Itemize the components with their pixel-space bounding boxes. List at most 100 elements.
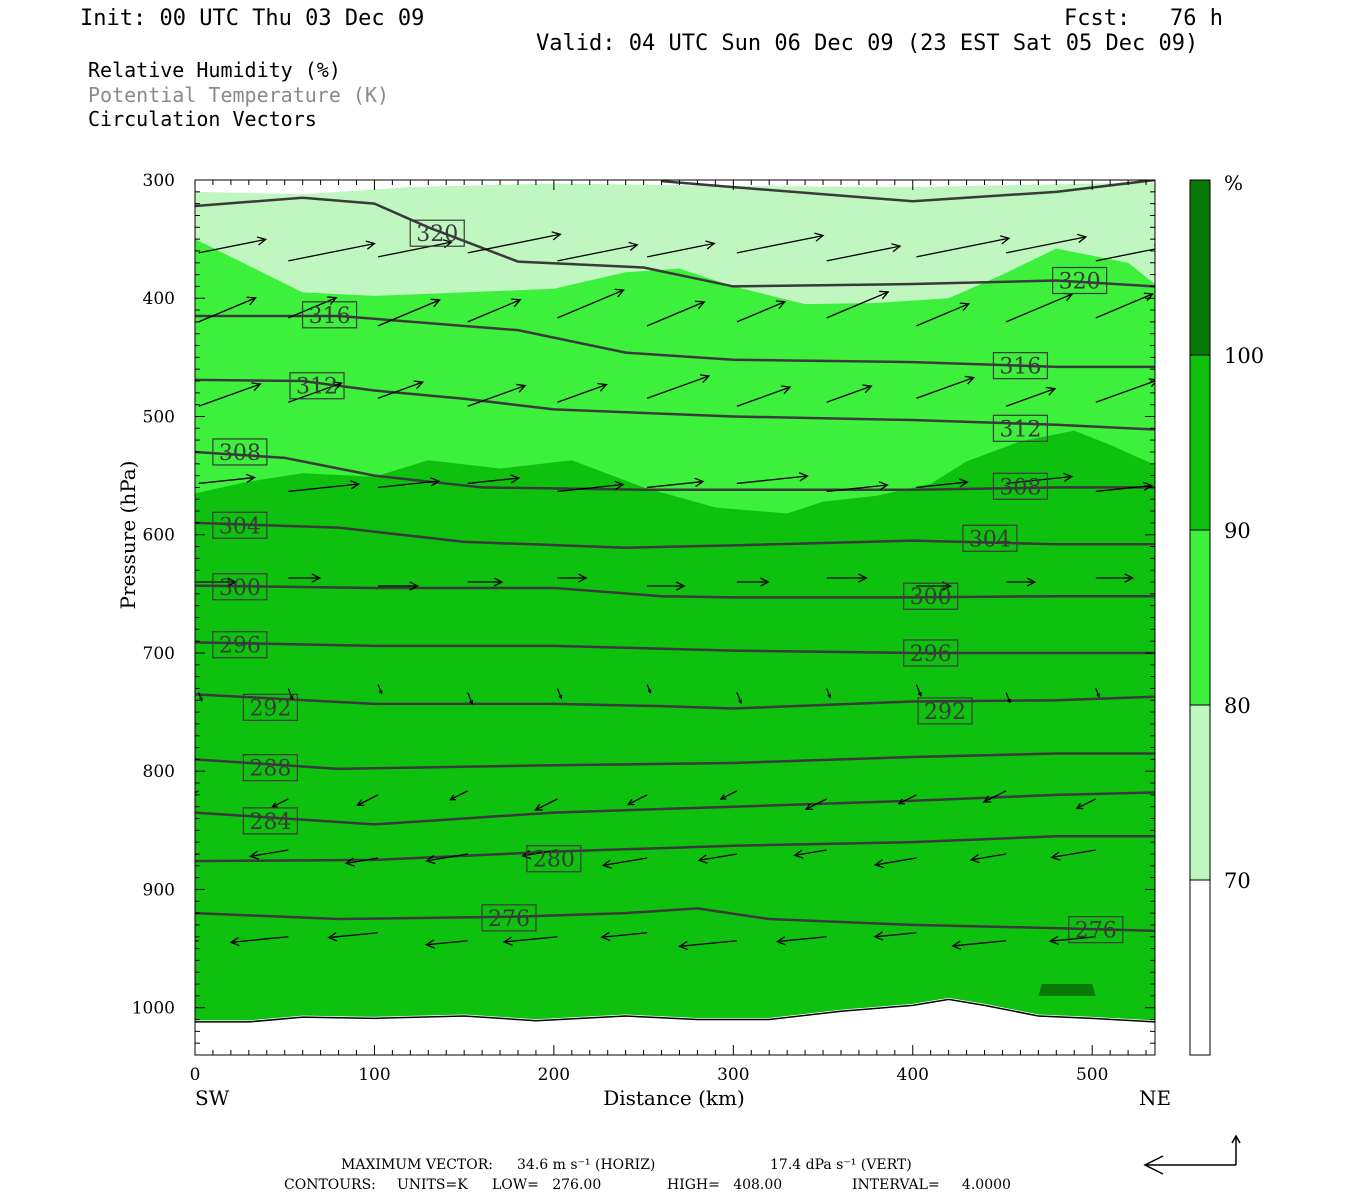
circulation-vector	[377, 298, 441, 327]
circulation-vector	[736, 692, 742, 705]
y-tick-label: 1000	[132, 999, 175, 1019]
svg-text:300: 300	[910, 585, 952, 610]
contours-high: HIGH= 408.00	[667, 1177, 783, 1193]
svg-text:288: 288	[249, 757, 291, 782]
circulation-vector	[467, 577, 504, 587]
circulation-vector	[916, 375, 976, 399]
circulation-vector	[198, 236, 268, 254]
colorbar-label-100: 100	[1224, 344, 1264, 368]
plot-area: 320 320 316 316 312 312 308 308 304 304 300 300 296 2…	[195, 180, 1155, 1024]
init-time: Init: 00 UTC Thu 03 Dec 09	[80, 6, 425, 31]
contour-label-296: 296	[903, 639, 959, 667]
circulation-vector	[327, 932, 379, 942]
circulation-vector	[826, 290, 890, 319]
contour-label-300: 300	[212, 573, 268, 601]
contour-label-316: 316	[992, 352, 1049, 380]
svg-text:284: 284	[249, 810, 291, 835]
contour-label-304: 304	[212, 511, 268, 539]
circulation-vector	[1095, 573, 1135, 583]
max-vector-horiz: 34.6 m s⁻¹ (HORIZ)	[517, 1157, 656, 1173]
circulation-vector	[897, 794, 917, 805]
circulation-vector	[736, 472, 809, 485]
svg-text:276: 276	[488, 907, 530, 932]
ref-vector-horiz-head	[1143, 1155, 1164, 1175]
circulation-vector	[197, 692, 203, 702]
circulation-vector	[873, 931, 917, 941]
svg-text:296: 296	[910, 642, 952, 667]
svg-text:312: 312	[999, 417, 1041, 442]
colorbar-segment	[1189, 879, 1211, 1056]
contour-label-320: 320	[1052, 266, 1108, 295]
colorbar: 70 80 90 100%	[1189, 171, 1264, 1056]
circulation-vector	[195, 940, 199, 942]
theta-contour-320-11	[195, 196, 1155, 288]
circulation-vector	[915, 684, 922, 697]
circulation-vector	[467, 298, 522, 323]
svg-text:296: 296	[219, 634, 261, 659]
circulation-vector	[467, 383, 527, 407]
circulation-vector	[467, 692, 474, 705]
circulation-vector	[1075, 798, 1097, 810]
circulation-vector	[557, 480, 625, 493]
circulation-vector	[1050, 849, 1096, 861]
circulation-vector	[248, 849, 289, 860]
circulation-vector	[1095, 481, 1154, 493]
circulation-vector	[646, 374, 711, 399]
circulation-vector	[1005, 386, 1057, 407]
circulation-vector	[600, 931, 648, 942]
circulation-vector	[793, 849, 827, 859]
contours-units: UNITS=K	[397, 1177, 468, 1193]
circulation-vector	[557, 288, 625, 319]
svg-text:308: 308	[219, 441, 261, 466]
contour-label-280: 280	[526, 845, 582, 873]
x-tick-label: 100	[358, 1065, 390, 1085]
contour-label-284: 284	[242, 807, 298, 835]
theta-contour-280-1	[195, 835, 1155, 863]
svg-text:280: 280	[533, 848, 575, 873]
contour-label-304: 304	[962, 524, 1018, 552]
svg-text:292: 292	[924, 700, 966, 725]
circulation-vector	[557, 241, 639, 262]
x-tick-label: 300	[717, 1065, 749, 1085]
y-tick-label: 600	[143, 526, 175, 546]
circulation-vector	[271, 798, 289, 808]
y-tick-label: 400	[143, 289, 175, 309]
theta-contour-308-8	[195, 450, 1155, 492]
circulation-vector	[916, 478, 969, 489]
colorbar-segment	[1189, 179, 1211, 356]
svg-text:292: 292	[249, 696, 291, 721]
circulation-vector	[826, 384, 873, 403]
theta-contour-300-6	[195, 584, 1155, 599]
circulation-vector	[826, 688, 832, 699]
circulation-vector	[229, 936, 289, 947]
circulation-vector	[378, 581, 420, 591]
contour-label-288: 288	[242, 754, 298, 782]
circulation-vector	[719, 790, 738, 800]
circulation-vector	[556, 688, 563, 700]
circulation-vector	[198, 473, 256, 485]
circulation-vector	[377, 477, 441, 489]
x-tick-label: 200	[538, 1065, 570, 1085]
colorbar-label-80: 80	[1224, 694, 1251, 718]
circulation-vector	[377, 684, 383, 695]
theta-contour-284-2	[195, 791, 1155, 826]
circulation-vector	[198, 577, 237, 587]
contour-label-316: 316	[301, 301, 358, 329]
circulation-vector	[198, 296, 257, 323]
legend-relative-humidity: Relative Humidity (%)	[88, 58, 341, 82]
circulation-vector	[288, 573, 322, 583]
axes: 300 400 500 600 700 800 900 1000 0 100 200 300 400 50…	[132, 171, 1155, 1085]
circulation-vector	[356, 794, 379, 806]
y-axis-label: Pressure (hPa)	[116, 461, 140, 610]
contours-low: LOW= 276.00	[492, 1177, 602, 1193]
x-tick-label: 0	[190, 1065, 201, 1085]
svg-text:304: 304	[219, 514, 261, 539]
circulation-vector	[288, 240, 376, 262]
svg-text:312: 312	[296, 375, 338, 400]
contour-label-312: 312	[992, 414, 1049, 442]
circulation-vector	[678, 940, 737, 951]
contour-label-300: 300	[903, 582, 959, 610]
circulation-vector	[288, 480, 361, 493]
y-tick-label: 700	[143, 644, 175, 664]
circulation-vector	[502, 936, 558, 946]
